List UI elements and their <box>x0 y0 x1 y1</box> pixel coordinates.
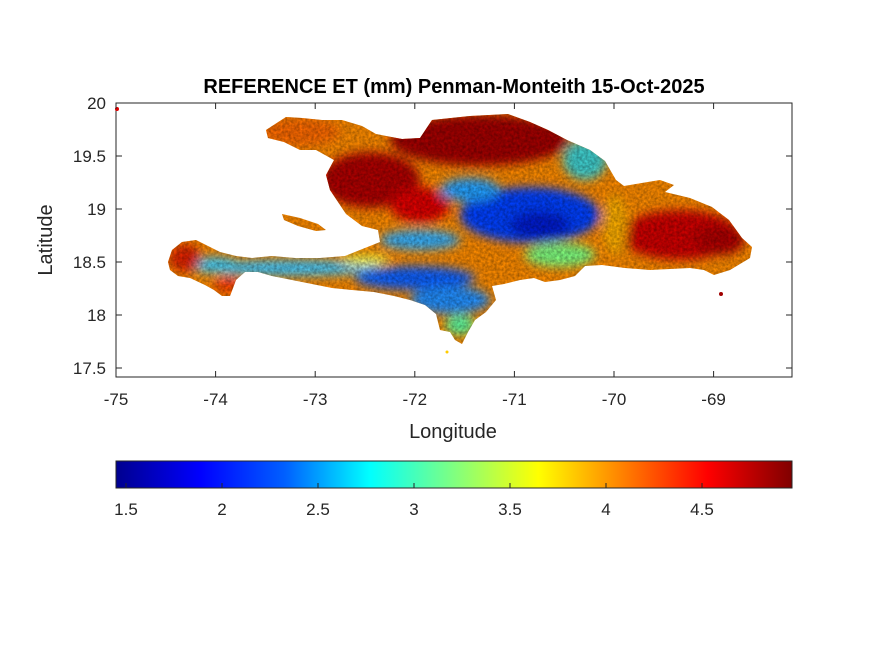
y-tick-label: 19 <box>87 200 106 219</box>
x-tick-label: -74 <box>203 390 228 409</box>
x-tick-label: -73 <box>303 390 328 409</box>
x-tick-label: -69 <box>701 390 726 409</box>
x-tick-label: -75 <box>104 390 129 409</box>
y-tick-label: 17.5 <box>73 359 106 378</box>
map-title: REFERENCE ET (mm) Penman-Monteith 15-Oct… <box>203 76 704 98</box>
colorbar-tick-label: 4.5 <box>690 500 714 519</box>
colorbar-tick-label: 2 <box>217 500 226 519</box>
colorbar <box>115 460 793 489</box>
x-tick-label: -72 <box>403 390 428 409</box>
x-tick-label: -70 <box>602 390 627 409</box>
colorbar-ticks <box>125 483 703 488</box>
y-tick-label: 18 <box>87 306 106 325</box>
colorbar-tick-label: 2.5 <box>306 500 330 519</box>
y-tick-label: 19.5 <box>73 147 106 166</box>
island-speck <box>719 292 723 296</box>
colorbar-tick-label: 3 <box>409 500 418 519</box>
x-tick-label: -71 <box>502 390 527 409</box>
x-ticks <box>115 103 715 377</box>
y-tick-label: 18.5 <box>73 253 106 272</box>
x-axis-label: Longitude <box>409 421 497 443</box>
y-axis-label: Latitude <box>35 204 57 275</box>
colorbar-tick-label: 3.5 <box>498 500 522 519</box>
y-tick-label: 20 <box>87 94 106 113</box>
colorbar-tick-label: 1.5 <box>114 500 138 519</box>
y-ticks <box>116 102 792 369</box>
colorbar-tick-label: 4 <box>601 500 610 519</box>
island-speck <box>445 350 449 354</box>
